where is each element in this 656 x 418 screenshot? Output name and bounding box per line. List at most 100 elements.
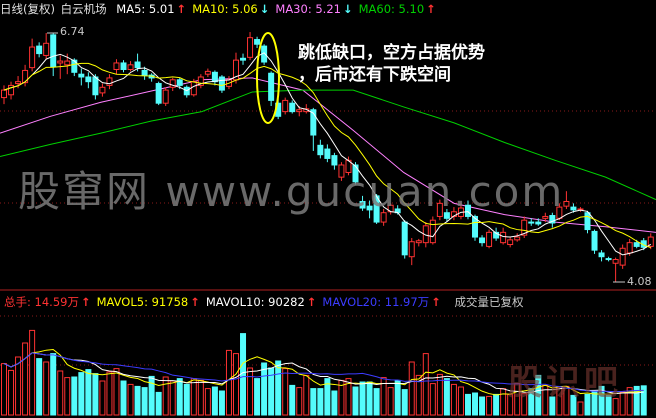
candle <box>57 55 64 79</box>
volume-bar <box>289 384 296 416</box>
candle-body <box>204 70 211 75</box>
volume-bar <box>429 383 436 416</box>
candle-body <box>626 242 633 254</box>
volume-bar <box>176 378 183 416</box>
volume-bar <box>225 349 232 416</box>
candle-body <box>99 86 106 94</box>
candle-body <box>113 62 120 71</box>
volume-bar <box>324 378 331 416</box>
volume-bar <box>450 383 457 416</box>
candle <box>493 227 500 241</box>
volume-bar <box>148 375 155 416</box>
volume-bar <box>479 396 486 416</box>
volume-bar <box>57 370 64 416</box>
ma5-line <box>3 52 652 256</box>
arrow-up-icon: ↑ <box>431 295 441 309</box>
candle <box>106 74 113 90</box>
volume-bar <box>633 385 640 416</box>
volume-note: 成交量已复权 <box>454 295 524 309</box>
candle-body <box>514 236 521 241</box>
volume-bar <box>43 361 50 416</box>
candle <box>141 66 148 80</box>
arrow-down-icon: ↓ <box>342 2 353 16</box>
volume-bar <box>549 396 556 416</box>
candle <box>464 200 471 220</box>
candle <box>43 33 50 60</box>
volume-bar <box>415 374 422 416</box>
legend-item: MAVOL5: 91758 <box>96 295 189 309</box>
arrow-down-icon: ↓ <box>259 2 270 16</box>
volume-bar <box>247 367 254 416</box>
candle-body <box>120 62 127 71</box>
candle-body <box>401 221 408 256</box>
candle <box>472 214 479 241</box>
volume-bar <box>598 385 605 416</box>
candle-body <box>78 73 85 78</box>
candle-body <box>57 60 64 64</box>
volume-bar <box>577 401 584 416</box>
candle <box>218 75 225 93</box>
volume-bar <box>254 378 261 416</box>
candle <box>528 218 535 226</box>
volume-bar <box>331 390 338 416</box>
candle <box>169 77 176 92</box>
volume-bar <box>464 393 471 416</box>
candle-body <box>591 230 598 251</box>
candle-body <box>429 219 436 244</box>
candle-body <box>584 212 591 231</box>
candle-body <box>247 37 254 58</box>
volume-bar <box>1 363 7 416</box>
candle-body <box>296 109 303 113</box>
candle <box>338 162 345 181</box>
candle <box>204 68 211 77</box>
volume-bar <box>190 378 197 416</box>
candle-body <box>268 72 275 101</box>
candle <box>324 144 331 163</box>
candle <box>36 42 43 58</box>
candle <box>183 85 190 98</box>
candle-body <box>521 219 528 236</box>
candle-body <box>106 77 113 86</box>
volume-bar <box>204 388 211 416</box>
candle <box>612 257 619 282</box>
candle <box>605 256 612 262</box>
candle-body <box>528 221 535 224</box>
candle-body <box>15 81 22 85</box>
volume-bar <box>359 381 366 416</box>
candle <box>113 59 120 75</box>
volume-bar <box>352 386 359 416</box>
candle-body <box>535 221 542 225</box>
candle <box>366 200 373 219</box>
price-legend: 日线(复权) 白云机场 MA5: 5.01 ↑ MA10: 5.06 ↓ MA30: 5… <box>0 0 440 18</box>
mavol10-line <box>3 352 644 394</box>
arrow-up-icon: ↑ <box>176 2 187 16</box>
candle <box>247 32 254 61</box>
candle-body <box>162 89 169 104</box>
candle-body <box>605 258 612 261</box>
low-price-label: 4.08 <box>627 275 652 288</box>
volume-bar <box>640 385 647 416</box>
volume-bar <box>380 377 387 416</box>
candle-body <box>169 79 176 88</box>
volume-bar <box>282 368 289 416</box>
candle <box>507 237 514 248</box>
candle <box>148 73 155 82</box>
volume-bar <box>8 369 15 416</box>
candle-body <box>1 89 7 99</box>
candle <box>500 227 507 245</box>
candle-body <box>134 61 141 69</box>
candle <box>577 207 584 212</box>
candle <box>415 238 422 247</box>
candle-body <box>8 84 15 96</box>
volume-bar <box>141 387 148 416</box>
volume-bar <box>345 378 352 416</box>
ma30-line <box>0 77 656 233</box>
volume-bar <box>457 386 464 416</box>
volume-bar <box>591 391 598 416</box>
candle <box>401 220 408 259</box>
volume-bar <box>127 383 134 416</box>
volume-bar <box>408 361 415 416</box>
annotation-line-1: 跳低缺口，空方占据优势 <box>298 43 485 63</box>
watermark: 股窜网 www.gucuan.com <box>18 167 565 216</box>
